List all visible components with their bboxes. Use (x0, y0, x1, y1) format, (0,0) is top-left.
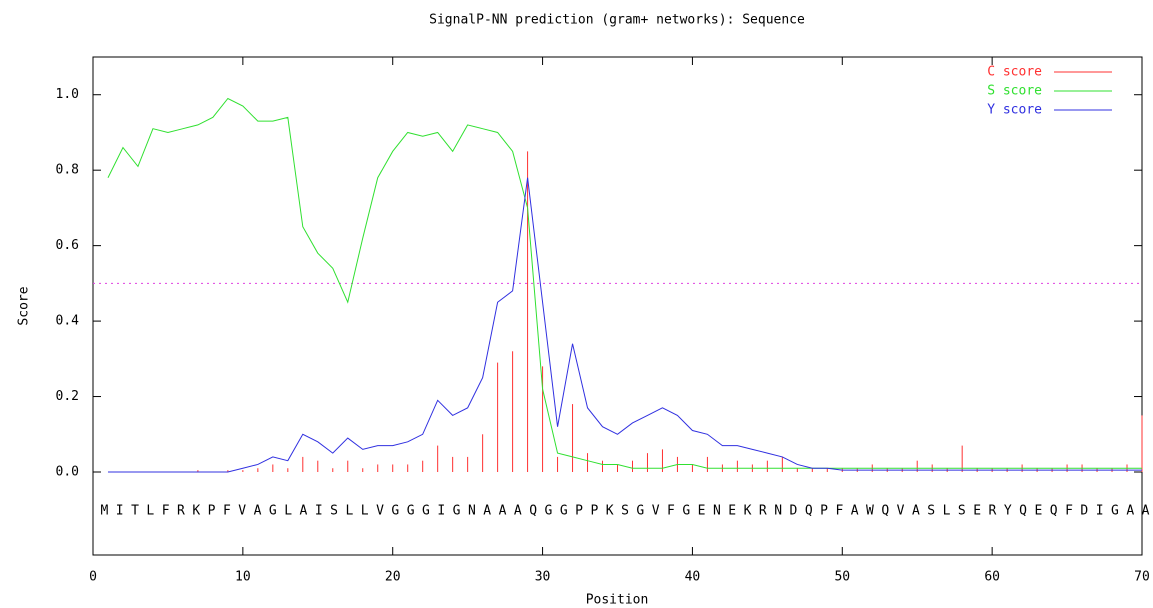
legend-label: S score (987, 84, 1042, 99)
x-tick-label: 50 (834, 570, 850, 585)
score-line (107, 177, 1142, 473)
x-tick-label: 60 (984, 570, 1000, 585)
x-tick-label: 0 (89, 570, 97, 585)
y-axis-label: Score (17, 286, 32, 325)
x-tick-label: 40 (685, 570, 701, 585)
y-tick-label: 0.0 (56, 465, 79, 480)
x-tick-label: 10 (235, 570, 251, 585)
sequence: MITLFRKPFVAGLAISLLVGGGIGNAAAQGGPPKSGVFGE… (100, 504, 1149, 519)
x-axis-label: Position (586, 593, 649, 608)
x-tick-label: 30 (535, 570, 551, 585)
x-tick-label: 20 (385, 570, 401, 585)
y-tick-label: 0.8 (56, 163, 79, 178)
y-tick-label: 0.2 (56, 389, 79, 404)
score-line (107, 97, 1142, 469)
y-tick-label: 1.0 (56, 87, 79, 102)
y-tick-label: 0.4 (56, 314, 80, 329)
legend-label: C score (987, 65, 1042, 80)
chart-title: SignalP-NN prediction (gram+ networks): … (429, 13, 805, 28)
legend-label: Y score (987, 103, 1042, 118)
x-tick-label: 70 (1134, 570, 1150, 585)
y-tick-label: 0.6 (56, 238, 79, 253)
plot-frame (92, 56, 1143, 556)
